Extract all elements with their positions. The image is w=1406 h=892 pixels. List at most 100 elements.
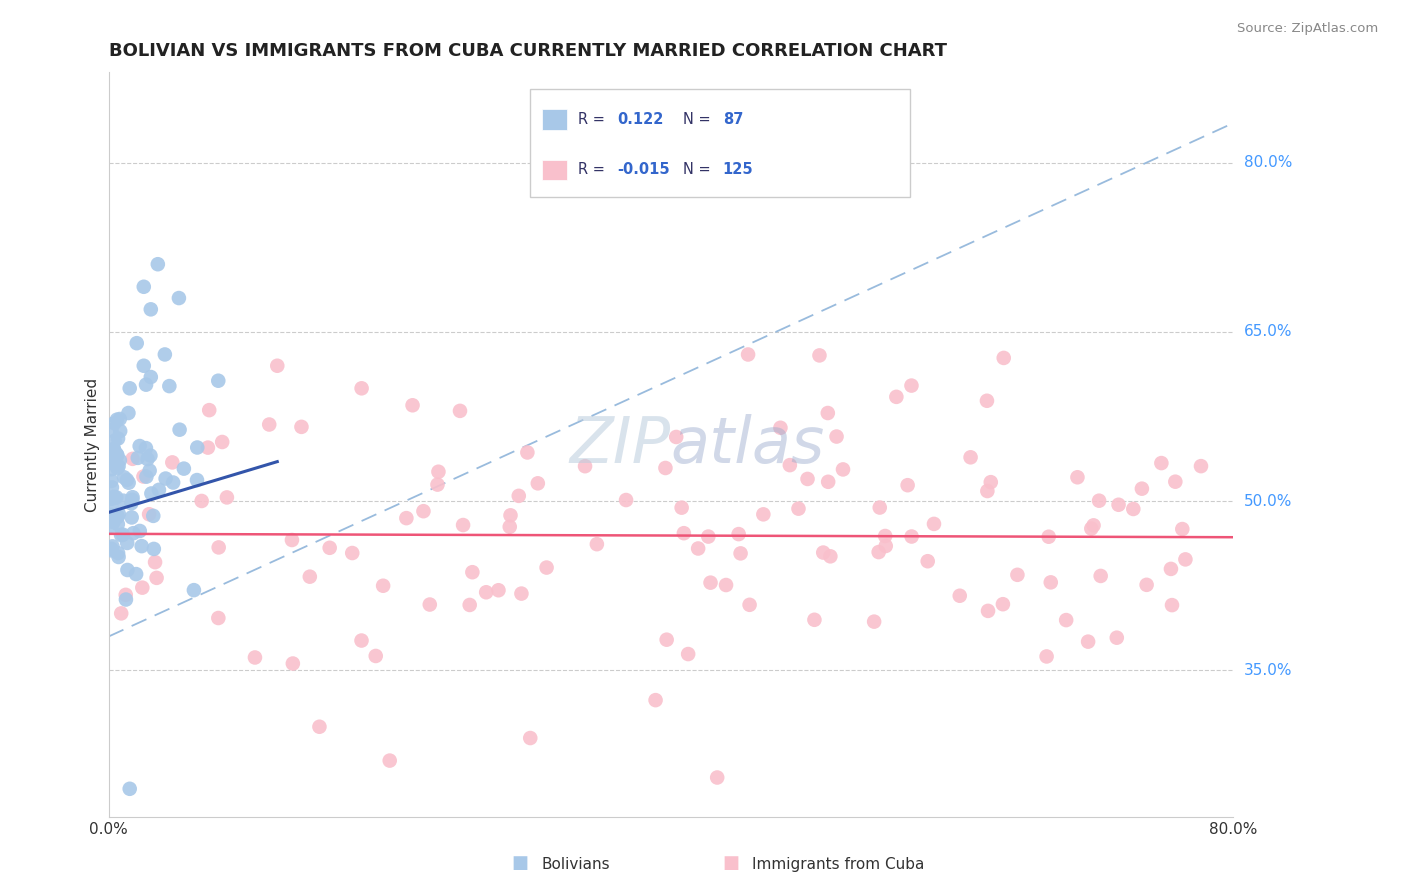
Text: Immigrants from Cuba: Immigrants from Cuba xyxy=(752,857,925,872)
Point xyxy=(115,592,138,607)
Point xyxy=(825,429,848,443)
Point xyxy=(157,379,180,393)
Point xyxy=(146,257,169,271)
Point xyxy=(1174,552,1197,566)
Point xyxy=(738,598,761,612)
Point xyxy=(536,560,558,574)
Point xyxy=(676,647,699,661)
Point xyxy=(142,541,165,556)
Point xyxy=(868,545,890,559)
Point xyxy=(665,430,688,444)
Point xyxy=(103,416,125,430)
Y-axis label: Currently Married: Currently Married xyxy=(86,377,100,512)
Point xyxy=(139,449,162,463)
Point xyxy=(131,581,153,595)
Text: -0.015: -0.015 xyxy=(617,162,671,178)
Point xyxy=(141,486,163,500)
Point xyxy=(207,374,229,388)
Point xyxy=(107,432,129,446)
Point xyxy=(752,508,775,522)
Point xyxy=(186,473,208,487)
Point xyxy=(318,541,340,555)
Point xyxy=(108,424,131,438)
Point xyxy=(162,455,184,469)
Text: R =: R = xyxy=(578,112,605,127)
Point xyxy=(1164,475,1187,489)
Point xyxy=(1088,493,1111,508)
Point xyxy=(714,578,737,592)
Point xyxy=(730,546,752,560)
Point xyxy=(644,693,666,707)
Point xyxy=(135,469,157,483)
Point xyxy=(120,496,142,510)
Point xyxy=(1077,634,1099,648)
Point xyxy=(125,567,148,582)
Point xyxy=(148,483,170,497)
Point xyxy=(672,526,695,541)
Point xyxy=(100,541,122,556)
Point xyxy=(1090,569,1112,583)
Text: N =: N = xyxy=(683,162,711,178)
Point xyxy=(475,585,498,599)
Point xyxy=(173,461,195,475)
Point xyxy=(371,579,394,593)
Point xyxy=(614,493,637,508)
Point xyxy=(190,494,212,508)
Point xyxy=(1054,613,1077,627)
Point xyxy=(100,519,122,533)
Point xyxy=(803,613,825,627)
Point xyxy=(1160,562,1182,576)
Point xyxy=(817,475,839,489)
Point xyxy=(131,539,153,553)
Text: 65.0%: 65.0% xyxy=(1244,325,1292,339)
Point xyxy=(128,439,150,453)
Point xyxy=(787,501,810,516)
Text: Bolivians: Bolivians xyxy=(541,857,610,872)
Point xyxy=(671,500,693,515)
Point xyxy=(136,452,159,467)
Point xyxy=(451,518,474,533)
Point xyxy=(977,604,1000,618)
FancyBboxPatch shape xyxy=(530,89,910,196)
Point xyxy=(1083,518,1105,533)
Point xyxy=(138,507,160,521)
Point xyxy=(105,412,128,426)
Point xyxy=(121,451,143,466)
Point xyxy=(257,417,280,432)
Text: atlas: atlas xyxy=(671,414,825,475)
Point xyxy=(100,500,122,515)
Point xyxy=(104,434,127,448)
Point xyxy=(1080,522,1102,536)
Point xyxy=(121,510,143,524)
Point xyxy=(121,490,143,504)
Point xyxy=(508,489,530,503)
Point xyxy=(412,504,434,518)
Point xyxy=(117,406,139,420)
Point xyxy=(808,348,831,362)
Point xyxy=(655,632,678,647)
Point xyxy=(135,441,157,455)
Point xyxy=(886,390,908,404)
Point xyxy=(426,477,449,491)
Point xyxy=(105,461,128,475)
Point xyxy=(993,351,1015,365)
Point xyxy=(153,347,176,361)
Point xyxy=(779,458,801,472)
Point xyxy=(727,527,749,541)
Point xyxy=(900,529,922,543)
Bar xyxy=(541,160,567,180)
Point xyxy=(813,545,835,559)
Point xyxy=(991,597,1014,611)
Point xyxy=(820,549,842,564)
Point xyxy=(207,611,229,625)
Point xyxy=(488,583,510,598)
Point xyxy=(121,492,143,507)
Point xyxy=(350,381,373,395)
Text: 35.0%: 35.0% xyxy=(1244,663,1292,678)
Point xyxy=(211,435,233,450)
Point xyxy=(959,450,981,465)
Bar xyxy=(541,109,567,129)
Point xyxy=(139,370,162,384)
Point xyxy=(100,514,122,528)
Point xyxy=(103,442,125,456)
